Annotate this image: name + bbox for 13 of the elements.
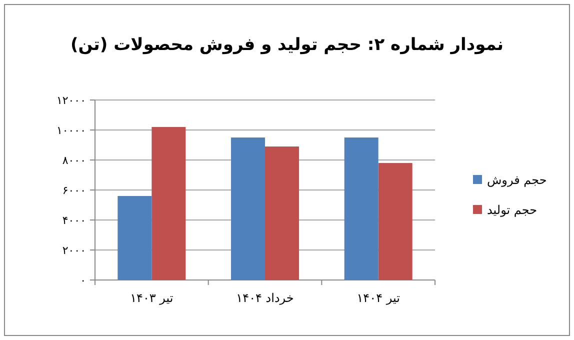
- y-tick-label: ۴۰۰۰: [62, 214, 86, 227]
- legend-label: حجم فروش: [487, 173, 547, 187]
- y-tick-label: ۲۰۰۰: [62, 244, 86, 257]
- y-tick-label: ۱۲۰۰۰: [56, 94, 86, 107]
- x-tick-label: تیر ۱۴۰۳: [130, 291, 174, 305]
- title: نمودار شماره ۲: حجم تولید و فروش محصولات (تن): [70, 35, 504, 55]
- x-tick-label: تیر ۱۴۰۴: [356, 291, 400, 305]
- y-tick-label: ۱۰۰۰۰: [56, 124, 86, 137]
- x-tick-label: خرداد ۱۴۰۴: [236, 291, 294, 305]
- y-tick-label: ۸۰۰۰: [62, 154, 86, 167]
- y-tick-label: ۰: [80, 274, 86, 287]
- y-tick-label: ۶۰۰۰: [62, 184, 86, 197]
- legend-label: حجم تولید: [487, 203, 538, 217]
